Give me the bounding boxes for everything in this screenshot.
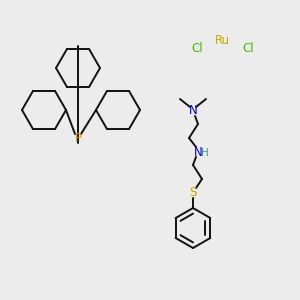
Text: Cl: Cl bbox=[191, 41, 203, 55]
Text: P: P bbox=[74, 131, 82, 145]
Text: Ru: Ru bbox=[214, 34, 230, 46]
Text: Cl: Cl bbox=[242, 41, 254, 55]
Text: N: N bbox=[194, 146, 202, 158]
Text: H: H bbox=[201, 148, 209, 158]
Text: S: S bbox=[189, 187, 197, 200]
Text: N: N bbox=[189, 104, 197, 118]
